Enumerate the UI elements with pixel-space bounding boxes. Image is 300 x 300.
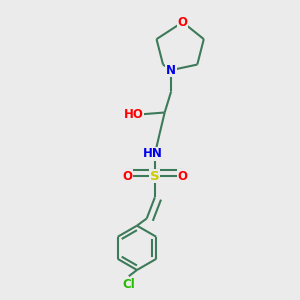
Text: O: O xyxy=(178,169,188,183)
Text: Cl: Cl xyxy=(122,278,135,291)
Text: O: O xyxy=(178,16,188,29)
Text: N: N xyxy=(166,64,176,76)
Text: HO: HO xyxy=(124,108,144,121)
Text: O: O xyxy=(122,169,132,183)
Text: S: S xyxy=(150,169,160,183)
Text: HN: HN xyxy=(143,147,163,161)
